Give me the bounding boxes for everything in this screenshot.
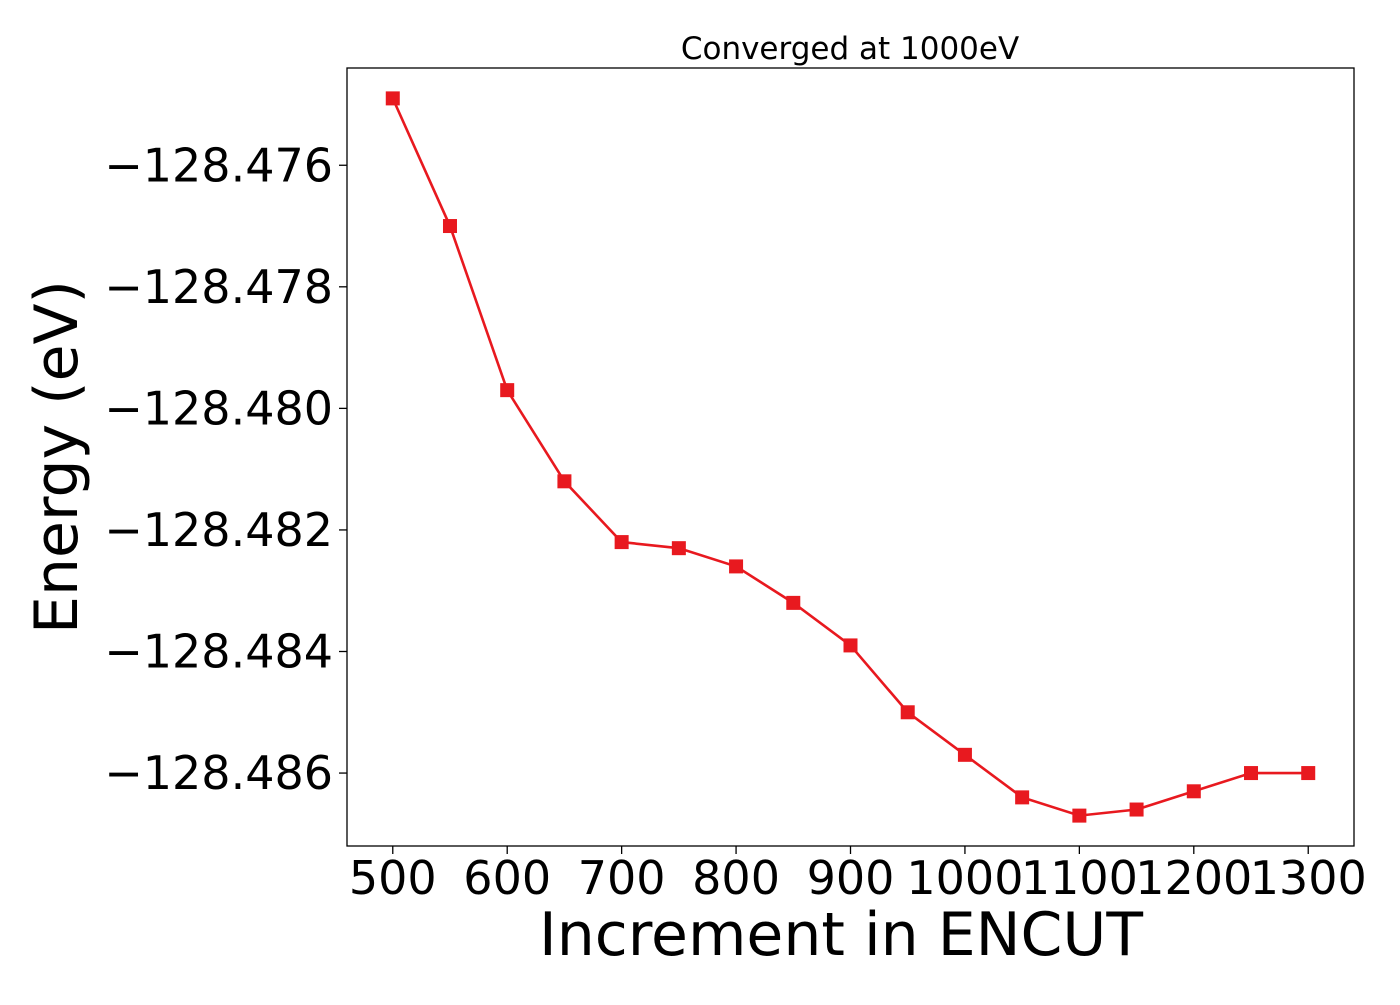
- x-tick-label: 700: [578, 851, 666, 905]
- y-tick-label: −128.484: [104, 625, 333, 679]
- data-point-marker: [1072, 808, 1087, 823]
- x-tick-label: 1000: [906, 851, 1023, 905]
- x-tick-label: 500: [349, 851, 437, 905]
- x-tick-label: 1100: [1021, 851, 1138, 905]
- data-point-marker: [1186, 784, 1201, 799]
- x-tick-label: 1300: [1250, 851, 1367, 905]
- data-point-marker: [1301, 766, 1316, 781]
- data-point-marker: [1015, 790, 1030, 805]
- data-point-marker: [786, 595, 801, 610]
- x-tick-label: 600: [463, 851, 551, 905]
- data-point-marker: [500, 383, 515, 398]
- data-point-marker: [1129, 802, 1144, 817]
- series-line: [391, 97, 1309, 817]
- data-point-marker: [729, 559, 744, 574]
- x-tick-label: 900: [807, 851, 895, 905]
- data-point-marker: [1244, 766, 1259, 781]
- data-point-marker: [957, 747, 972, 762]
- plot-area-frame: [346, 67, 1355, 847]
- y-tick-label: −128.480: [104, 381, 333, 435]
- data-point-marker: [614, 535, 629, 550]
- data-point-marker: [900, 705, 915, 720]
- data-point-marker: [385, 91, 400, 106]
- data-point-marker: [843, 638, 858, 653]
- y-tick-label: −128.482: [104, 503, 333, 557]
- y-tick-label: −128.486: [104, 746, 333, 800]
- x-tick-label: 1200: [1135, 851, 1252, 905]
- x-axis-label: Increment in ENCUT: [539, 900, 1143, 970]
- x-tick-label: 800: [692, 851, 780, 905]
- data-point-marker: [671, 541, 686, 556]
- y-tick-label: −128.476: [104, 138, 333, 192]
- y-axis-label: Energy (eV): [22, 280, 92, 634]
- y-tick-label: −128.478: [104, 260, 333, 314]
- data-point-marker: [557, 474, 572, 489]
- chart-title: Converged at 1000eV: [681, 31, 1019, 67]
- data-point-marker: [442, 219, 457, 234]
- series-energy: [385, 91, 1316, 823]
- y-axis: −128.476 −128.478 −128.480 −128.482 −128.484…: [104, 138, 347, 800]
